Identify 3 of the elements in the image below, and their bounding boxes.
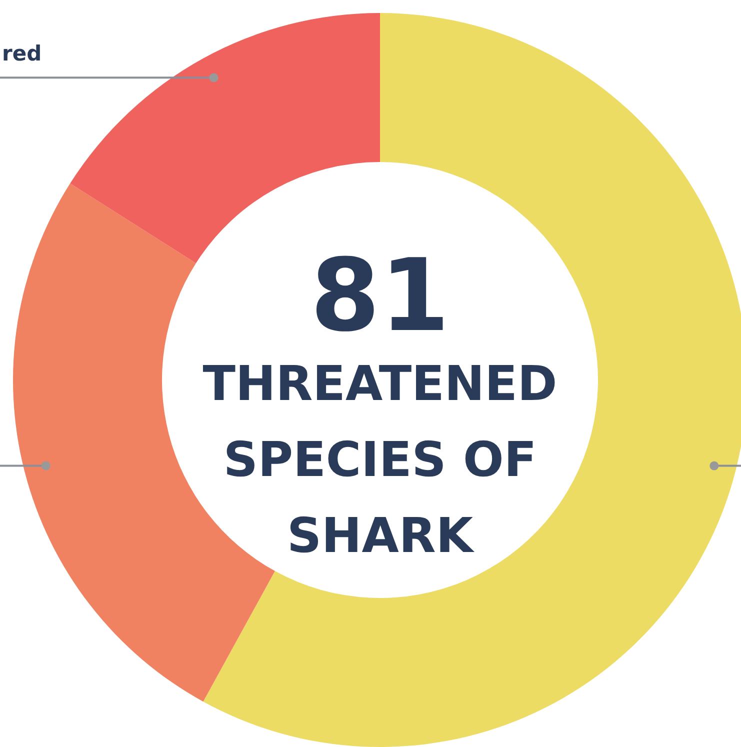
slice-label: red (2, 42, 42, 66)
text: THREATENED SPECIES OF SHARK (202, 356, 558, 564)
text: 81 (310, 237, 450, 354)
